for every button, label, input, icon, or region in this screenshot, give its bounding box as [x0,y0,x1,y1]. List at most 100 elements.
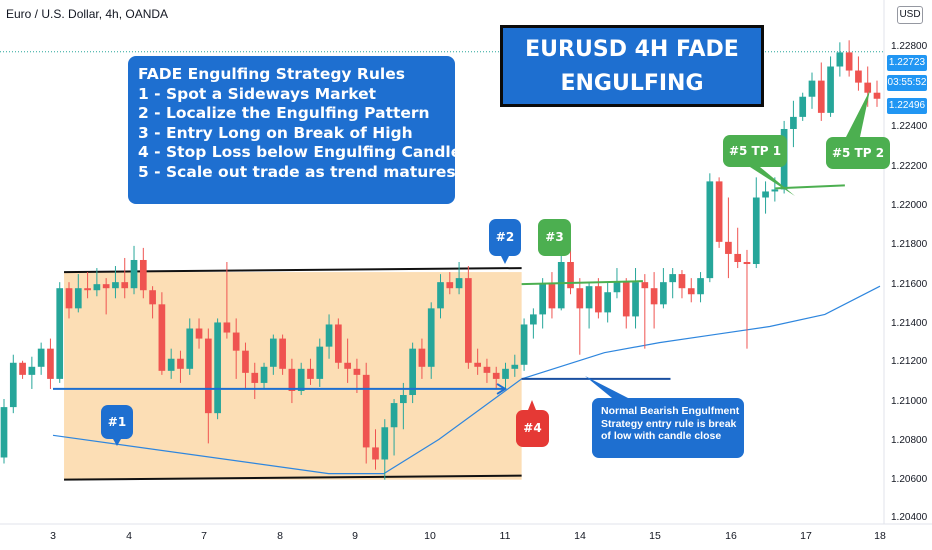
candle-body [158,304,166,371]
candle-body [279,338,286,369]
x-tick-label: 15 [649,530,661,542]
candle-body [334,324,342,363]
marker-tp2-tail [846,90,870,137]
candle-body [715,181,723,242]
candle-body [344,362,351,369]
candle-body [864,82,872,93]
candle-body [511,364,519,369]
chart-title-line-1: EURUSD 4H FADE [525,37,739,62]
note-line-1: Normal Bearish Engulfment [601,405,740,417]
x-tick-label: 16 [725,530,737,542]
candle-body [381,427,389,460]
candle-body [56,288,64,379]
candle-body [390,403,398,428]
candle-body [632,282,639,317]
y-tick-label: 1.22400 [891,121,928,132]
candle-body [502,368,509,379]
candle-body [223,322,231,333]
candle-body [650,288,658,305]
candle-body [214,322,221,414]
x-tick-label: 11 [499,530,511,542]
candle-body [65,288,73,309]
marker-tp1: #5 TP 1 [723,135,787,167]
candle-body [557,262,565,309]
candle-body [604,292,612,313]
candle-body [112,282,119,289]
y-tick-label: 1.20400 [891,512,928,523]
candle-body [19,362,26,375]
last-price-label: 1.22723 [887,55,927,71]
x-tick-label: 10 [424,530,436,542]
x-tick-label: 7 [201,530,207,542]
rule-1: 1 - Spot a Sideways Market [138,84,377,103]
candle-body [362,374,370,448]
candle-body [817,80,825,113]
y-tick-label: 1.21600 [891,279,928,290]
price-axis-bg [884,0,932,550]
candle-body [177,358,184,369]
x-tick-label: 18 [874,530,886,542]
candle-body [297,368,305,391]
y-tick-label: 1.21200 [891,356,928,367]
entry-arrow-head [496,383,507,395]
candle-body [251,372,259,383]
x-tick-label: 14 [574,530,586,542]
candle-body [121,282,129,289]
marker-tp2: #5 TP 2 [826,137,890,169]
candle-body [855,70,862,83]
rule-3: 3 - Entry Long on Break of High [138,123,413,142]
candle-body [102,284,110,289]
note-tail [585,376,628,398]
y-tick-label: 1.20600 [891,474,928,485]
range-bottom-line [64,474,522,481]
candle-body [539,284,547,315]
marker-tp1-tail [750,167,795,196]
chart-title-line-2: ENGULFING STRATEGY [560,71,704,130]
marker-2: #2 [489,219,521,256]
x-tick-label: 8 [277,530,283,542]
candle-body [827,66,834,113]
candle-body [427,308,435,367]
rule-5: 5 - Scale out trade as trend matures [138,162,456,181]
candle-body [242,350,249,373]
rules-title: FADE Engulfing Strategy Rules [138,65,405,83]
candle-body [307,368,314,379]
candle-body [232,332,240,351]
candle-body [845,52,853,71]
marker-1: #1 [101,405,133,439]
x-tick-label: 9 [352,530,358,542]
candle-body [567,262,574,289]
candle-body [836,52,844,67]
engulfment-note: Normal Bearish Engulfment Strategy entry… [592,398,744,458]
currency-button[interactable]: USD [897,6,923,24]
rule-2: 2 - Localize the Engulfing Pattern [138,104,430,122]
candle-body [372,447,379,460]
candle-body [660,282,667,305]
candle-body [790,116,797,129]
y-tick-label: 1.22800 [891,41,928,52]
candle-body [325,324,333,347]
candle-body [483,366,491,373]
candle-body [873,92,881,99]
candle-body [622,282,630,317]
candle-body [706,181,714,279]
y-tick-label: 1.20800 [891,435,928,446]
y-tick-label: 1.21000 [891,396,928,407]
candle-body [195,328,203,339]
candle-body [585,286,593,309]
candle-body [149,290,156,305]
x-tick-label: 4 [126,530,132,542]
candle-body [269,338,277,367]
candle-body [139,259,147,291]
tp1-line [775,184,845,190]
candle-body [186,328,194,369]
candle-body [725,241,732,254]
y-tick-label: 1.22000 [891,200,928,211]
entry-high-line [521,280,643,286]
countdown-label: 03:55:52 [887,75,927,91]
candle-body [37,348,45,367]
candle-body [418,348,426,367]
candle-body [808,80,816,97]
